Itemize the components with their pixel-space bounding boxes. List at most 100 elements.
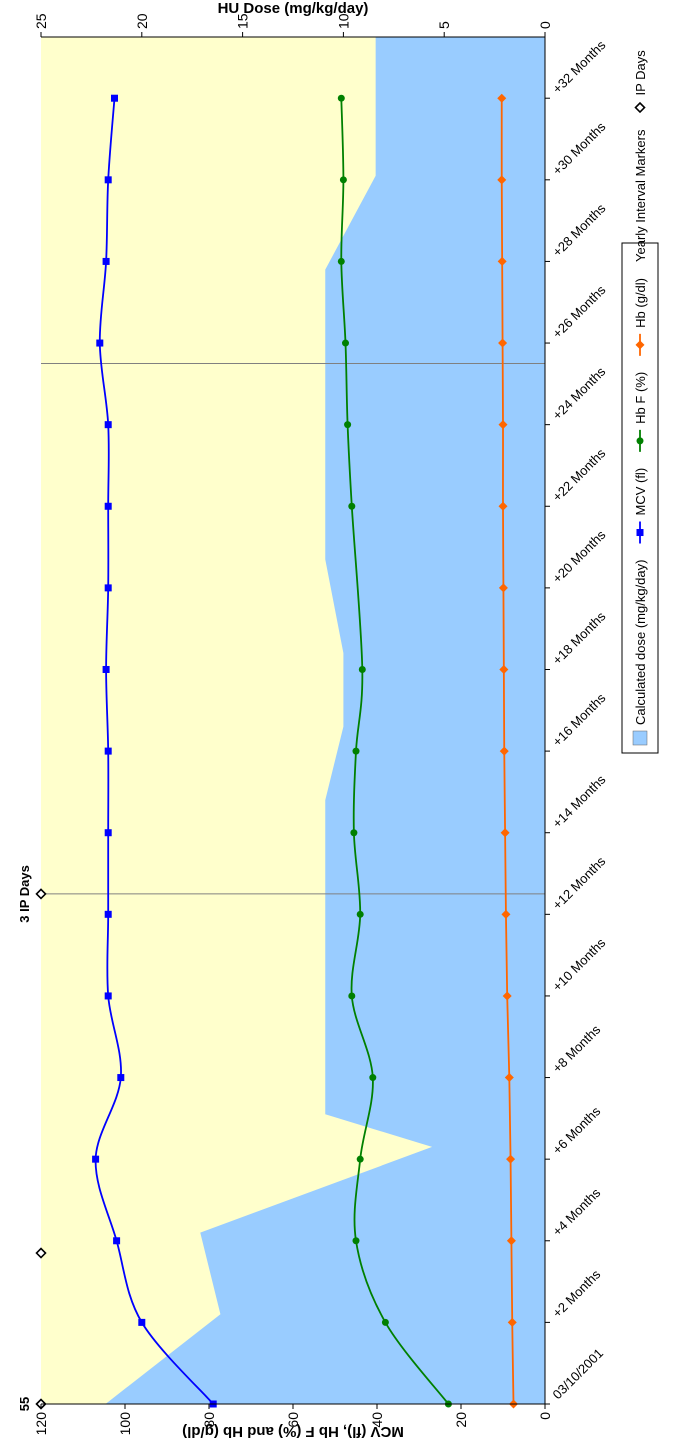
legend-marker-hb-g-dl: [635, 340, 645, 350]
x-tick-label-12: +24 Months: [550, 364, 609, 423]
plot-area: [35, 32, 550, 1410]
x-tick-label-4: +8 Months: [550, 1022, 604, 1076]
point-hb-g-dl-1: [507, 1317, 517, 1327]
ip-day-marker-1: [35, 1247, 47, 1259]
ip-day-label-0: 55: [17, 1397, 32, 1411]
left-axis-title: MCV (fl), Hb F (%) and Hb (g/dl): [182, 1423, 404, 1440]
point-hb-f-2: [352, 1237, 360, 1245]
x-tick-label-5: +10 Months: [550, 935, 609, 994]
x-tick-label-2: +4 Months: [550, 1185, 604, 1239]
point-mcv-fl-10: [104, 584, 112, 592]
legend-label-yearly-interval-markers: Yearly Interval Markers: [633, 129, 648, 262]
point-hb-g-dl-4: [504, 1073, 514, 1083]
point-hb-g-dl-3: [506, 1154, 516, 1164]
x-tick-label-9: +18 Months: [550, 608, 609, 667]
point-hb-g-dl-6: [501, 909, 511, 919]
legend-label-hb-f: Hb F (%): [633, 372, 648, 424]
point-mcv-fl-3: [92, 1155, 100, 1163]
right-tick-label-4: 20: [134, 13, 150, 29]
point-mcv-fl-13: [96, 339, 104, 347]
left-tick-label-1: 20: [453, 1412, 469, 1428]
point-hb-f-4: [369, 1074, 377, 1082]
point-mcv-fl-1: [138, 1318, 146, 1326]
point-hb-f-10: [348, 502, 356, 510]
point-mcv-fl-6: [104, 910, 112, 918]
point-hb-g-dl-9: [499, 664, 509, 674]
ip-day-marker-2: [35, 888, 47, 900]
point-hb-f-8: [352, 747, 360, 755]
point-hb-g-dl-15: [497, 175, 507, 185]
point-hb-f-5: [348, 992, 356, 1000]
legend-marker-hb-f: [636, 437, 644, 445]
left-tick-label-4: 80: [201, 1412, 217, 1428]
point-mcv-fl-14: [102, 257, 110, 265]
x-tick-label-8: +16 Months: [550, 690, 609, 749]
point-mcv-fl-7: [104, 829, 112, 837]
left-tick-label-2: 40: [369, 1412, 385, 1428]
ip-day-label-2: 3 IP Days: [17, 865, 32, 923]
left-tick-label-6: 120: [33, 1412, 49, 1436]
legend-box: [621, 242, 659, 754]
point-mcv-fl-9: [102, 665, 110, 673]
x-tick-label-14: +28 Months: [550, 200, 609, 259]
x-tick-label-15: +30 Months: [550, 119, 609, 178]
point-hb-g-dl-2: [506, 1236, 516, 1246]
legend-swatch-calculated-dose-mg-kg-day: [632, 730, 648, 746]
point-hb-g-dl-14: [497, 256, 507, 266]
series-line-hb-f: [340, 98, 450, 1405]
point-hb-f-1: [381, 1318, 389, 1326]
point-hb-g-dl-10: [498, 583, 508, 593]
dose-area: [105, 37, 545, 1404]
legend-marker-mcv-fl: [636, 529, 644, 537]
x-tick-label-11: +22 Months: [550, 445, 609, 504]
point-hb-f-14: [339, 176, 347, 184]
left-tick-label-3: 60: [285, 1412, 301, 1428]
right-tick-label-2: 10: [335, 13, 351, 29]
point-hb-g-dl-16: [497, 93, 507, 103]
legend-label-calculated-dose-mg-kg-day: Calculated dose (mg/kg/day): [633, 560, 648, 725]
point-mcv-fl-4: [117, 1074, 125, 1082]
point-hb-f-12: [342, 339, 349, 347]
x-tick-label-10: +20 Months: [550, 527, 609, 586]
point-hb-f-6: [356, 910, 364, 918]
right-axis-title: HU Dose (mg/kg/day): [218, 0, 369, 17]
legend-marker-ip-days: [634, 101, 646, 114]
x-tick-label-16: +32 Months: [550, 37, 609, 96]
point-mcv-fl-12: [104, 421, 112, 429]
x-tick-label-0: 03/10/2001: [550, 1345, 607, 1402]
x-tick-label-13: +26 Months: [550, 282, 609, 341]
legend-label-mcv-fl: MCV (fl): [633, 468, 648, 516]
point-hb-g-dl-8: [499, 746, 509, 756]
point-mcv-fl-16: [111, 94, 118, 102]
x-tick-label-1: +2 Months: [550, 1266, 604, 1320]
legend-label-hb-g-dl: Hb (g/dl): [633, 278, 648, 328]
legend: Calculated dose (mg/kg/day) MCV (fl) Hb F …: [621, 50, 659, 754]
point-hb-f-15: [337, 94, 345, 102]
point-hb-g-dl-11: [498, 501, 508, 511]
right-tick-label-3: 15: [235, 13, 251, 29]
x-tick-label-3: +6 Months: [550, 1103, 604, 1157]
point-hb-f-9: [358, 665, 366, 673]
point-mcv-fl-15: [104, 176, 112, 184]
point-hb-f-11: [344, 421, 352, 429]
right-tick-label-0: 0: [537, 21, 553, 29]
point-mcv-fl-8: [104, 747, 112, 755]
left-tick-label-5: 100: [117, 1412, 133, 1436]
left-tick-label-0: 0: [537, 1412, 553, 1420]
point-hb-f-3: [356, 1155, 364, 1163]
point-mcv-fl-2: [113, 1237, 121, 1245]
point-hb-g-dl-12: [498, 420, 508, 430]
point-hb-g-dl-13: [498, 338, 508, 348]
point-hb-f-13: [337, 257, 345, 265]
right-tick-label-1: 5: [436, 21, 452, 29]
x-tick-label-6: +12 Months: [550, 853, 609, 912]
point-mcv-fl-5: [104, 992, 112, 1000]
point-mcv-fl-11: [104, 502, 112, 510]
point-hb-g-dl-5: [502, 991, 512, 1001]
legend-label-ip-days: IP Days: [633, 50, 648, 96]
x-tick-label-7: +14 Months: [550, 772, 609, 831]
right-tick-label-5: 25: [33, 13, 49, 29]
point-hb-f-7: [350, 829, 358, 837]
